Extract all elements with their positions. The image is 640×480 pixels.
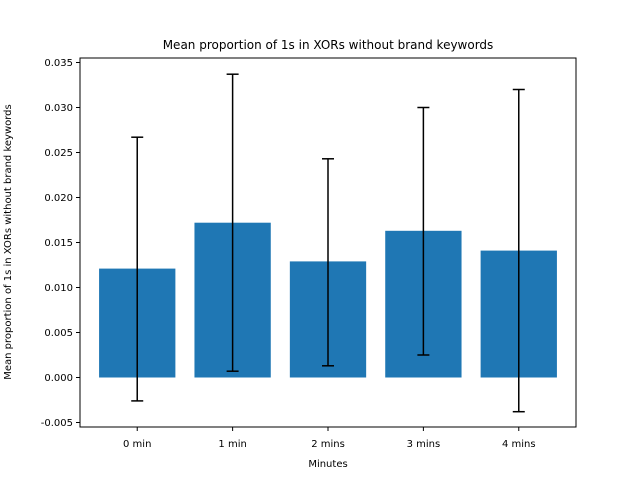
y-axis: -0.005 0.000 0.005 0.010 0.015 0.020 0.025 0.03… xyxy=(41,58,80,429)
y-tick-label-0: -0.005 xyxy=(41,418,73,429)
y-tick-label-7: 0.030 xyxy=(44,103,73,114)
y-tick-label-4: 0.015 xyxy=(44,238,73,249)
chart-title: Mean proportion of 1s in XORs without br… xyxy=(163,38,494,52)
error-bars-group xyxy=(131,73,525,413)
y-tick-label-3: 0.010 xyxy=(44,283,73,294)
x-tick-label-4: 4 mins xyxy=(502,439,536,450)
y-tick-label-8: 0.035 xyxy=(44,58,73,69)
x-axis-label: Minutes xyxy=(308,459,347,470)
x-tick-label-3: 3 mins xyxy=(407,439,441,450)
x-axis: 0 min 1 min 2 mins 3 mins 4 mins xyxy=(123,427,536,450)
x-tick-label-1: 1 min xyxy=(218,439,246,450)
y-tick-label-5: 0.020 xyxy=(44,193,73,204)
y-axis-label: Mean proportion of 1s in XORs without br… xyxy=(3,104,14,380)
x-tick-label-0: 0 min xyxy=(123,439,151,450)
y-tick-label-6: 0.025 xyxy=(44,148,73,159)
y-tick-label-2: 0.005 xyxy=(44,328,73,339)
x-tick-label-2: 2 mins xyxy=(311,439,345,450)
plot-frame xyxy=(79,57,577,428)
y-tick-label-1: 0.000 xyxy=(44,373,73,384)
